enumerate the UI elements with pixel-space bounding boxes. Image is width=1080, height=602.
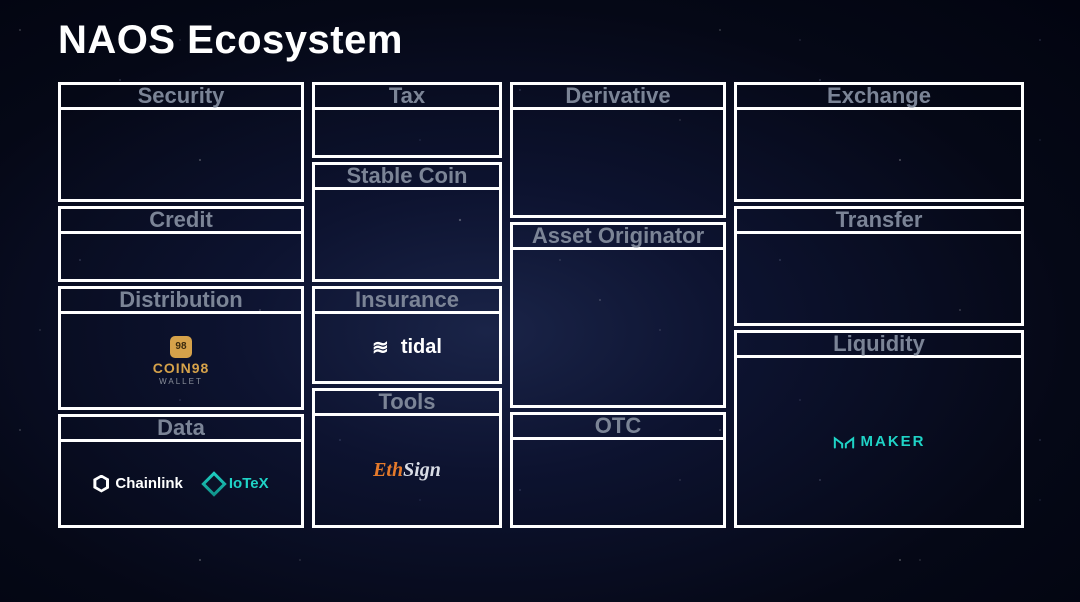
chainlink-label: Chainlink [115,475,183,492]
distribution-body: 98 COIN98WALLET [58,314,304,410]
tools-body: EthSign [312,416,502,528]
insurance-logos: ≋ tidal [315,314,499,381]
transfer-body [734,234,1024,326]
page-title: NAOS Ecosystem [58,18,403,63]
originator-logos [513,250,723,405]
exchange-header: Exchange [734,82,1024,110]
security-label: Security [61,85,301,107]
exchange-label: Exchange [737,85,1021,107]
data-body: Chainlink IoTeX [58,442,304,528]
liquidity-body: MAKER [734,358,1024,528]
exchange-body [734,110,1024,202]
tools-header: Tools [312,388,502,416]
otc-body [510,440,726,528]
iotex-label: IoTeX [229,475,269,492]
coin98-label: COIN98 [153,360,210,376]
transfer-label: Transfer [737,209,1021,231]
exchange-logos [737,110,1021,199]
data-header: Data [58,414,304,442]
stablecoin-body [312,190,502,282]
derivative-logos [513,110,723,215]
maker-label: MAKER [861,433,926,450]
coin98-sublabel: WALLET [159,377,203,386]
distribution-header: Distribution [58,286,304,314]
tidal-label: tidal [401,336,442,359]
data-label: Data [61,417,301,439]
security-body [58,110,304,202]
insurance-header: Insurance [312,286,502,314]
security-logos [61,110,301,199]
security-header: Security [58,82,304,110]
otc-logos [513,440,723,525]
tax-logos [315,110,499,155]
transfer-logos [737,234,1021,323]
derivative-body [510,110,726,218]
insurance-body: ≋ tidal [312,314,502,384]
tidal-icon: ≋ [372,342,389,354]
otc-label: OTC [513,415,723,437]
chainlink-logo: Chainlink [93,475,183,493]
tax-body [312,110,502,158]
tax-label: Tax [315,85,499,107]
stablecoin-label: Stable Coin [315,165,499,187]
maker-icon [833,434,855,450]
stablecoin-logos [315,190,499,279]
credit-label: Credit [61,209,301,231]
derivative-label: Derivative [513,85,723,107]
liquidity-logos: MAKER [737,358,1021,525]
tax-header: Tax [312,82,502,110]
ethsign-label: EthSign [373,459,441,482]
stablecoin-header: Stable Coin [312,162,502,190]
iotex-icon [201,471,226,496]
tidal-logo: ≋ tidal [372,336,442,359]
distribution-logos: 98 COIN98WALLET [61,314,301,407]
distribution-label: Distribution [61,289,301,311]
otc-header: OTC [510,412,726,440]
originator-header: Asset Originator [510,222,726,250]
transfer-header: Transfer [734,206,1024,234]
tools-logos: EthSign [315,416,499,525]
iotex-logo: IoTeX [205,475,269,493]
liquidity-label: Liquidity [737,333,1021,355]
originator-label: Asset Originator [513,225,723,247]
chainlink-icon [93,475,109,493]
coin98-icon: 98 [170,336,192,358]
credit-logos [61,234,301,279]
maker-logo: MAKER [833,433,926,450]
derivative-header: Derivative [510,82,726,110]
ethsign-logo: EthSign [373,459,441,482]
insurance-label: Insurance [315,289,499,311]
credit-header: Credit [58,206,304,234]
tools-label: Tools [315,391,499,413]
coin98-logo: 98 COIN98WALLET [153,336,210,386]
liquidity-header: Liquidity [734,330,1024,358]
data-logos: Chainlink IoTeX [61,442,301,525]
originator-body [510,250,726,408]
credit-body [58,234,304,282]
